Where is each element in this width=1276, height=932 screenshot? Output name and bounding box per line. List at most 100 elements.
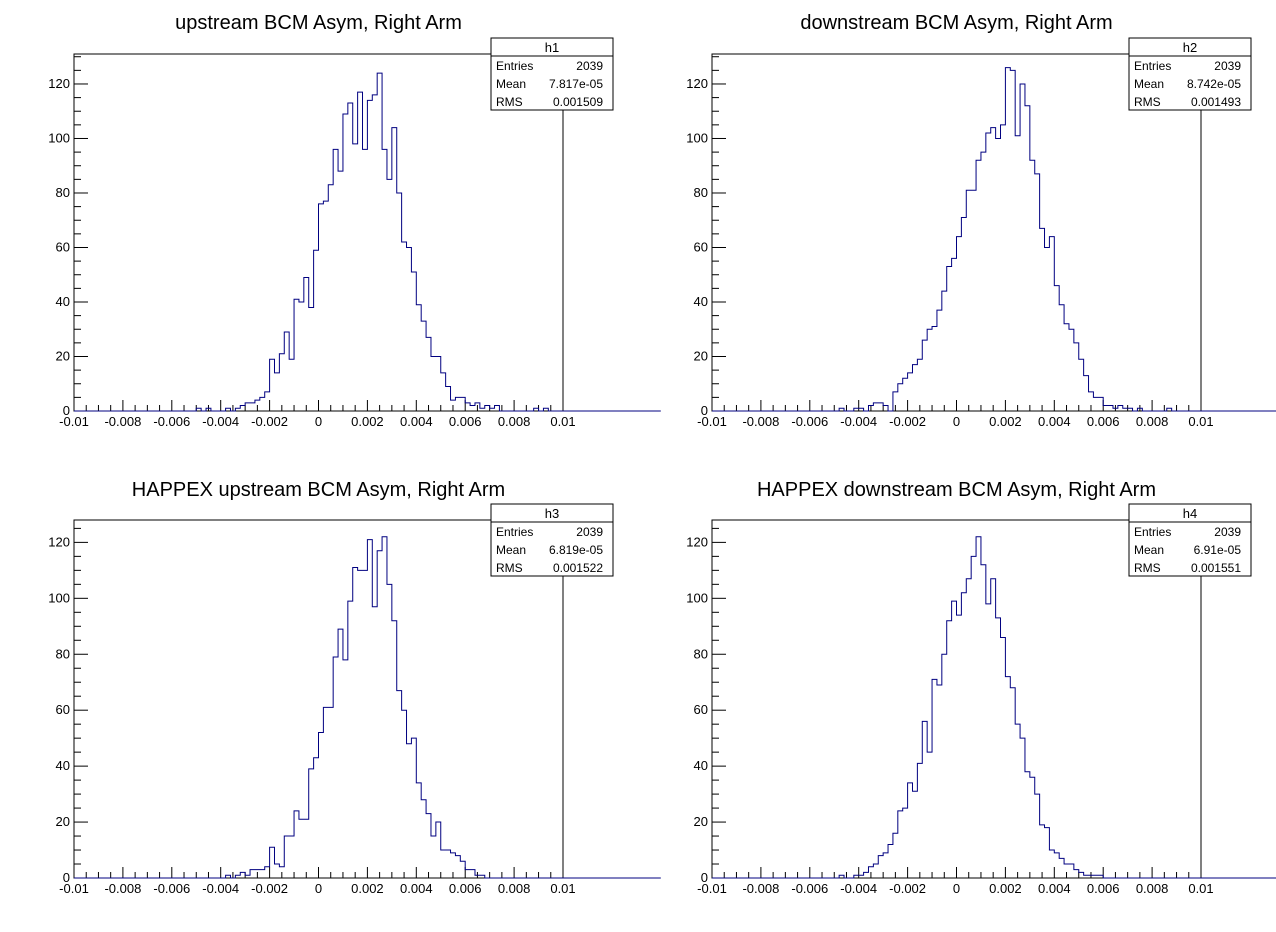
histogram-bin: [294, 811, 299, 878]
histogram-bin: [363, 149, 368, 411]
x-tick-label: 0.002: [989, 414, 1022, 429]
stats-hist-name: h3: [545, 506, 559, 521]
y-tick-label: 100: [686, 130, 708, 145]
stats-label: Mean: [1134, 77, 1164, 91]
y-tick-label: 40: [694, 758, 708, 773]
plot-frame: [73, 519, 564, 879]
histogram-bin: [1020, 84, 1025, 411]
histogram-bin: [1118, 406, 1123, 411]
histogram-bin: [1098, 397, 1103, 411]
stats-value: 2039: [1214, 525, 1241, 539]
histogram-bin: [382, 149, 387, 411]
histogram-panel-2: downstream BCM Asym, Right Arm -0.01 -0.00…: [686, 12, 1276, 429]
histogram-bin: [1010, 70, 1015, 411]
histogram-bin: [1015, 724, 1020, 878]
y-tick-label: 0: [701, 403, 708, 418]
stats-label: Entries: [496, 525, 533, 539]
histogram-bin: [878, 403, 883, 411]
histogram-bin: [1059, 305, 1064, 411]
histogram-bin: [991, 579, 996, 878]
x-tick-label: -0.002: [889, 881, 926, 896]
histogram-bin: [922, 721, 927, 878]
histogram-bin: [1069, 864, 1074, 878]
histogram-bin: [387, 584, 392, 878]
histogram-bin: [908, 783, 913, 878]
x-tick-label: 0.002: [351, 881, 384, 896]
histogram-bin: [382, 537, 387, 878]
x-tick-label: 0.006: [449, 414, 482, 429]
y-tick-label: 80: [694, 646, 708, 661]
x-tick-label: -0.006: [791, 414, 828, 429]
stats-box: h3 Entries 2039 Mean 6.819e-05 RMS 0.001522: [490, 503, 614, 577]
histogram-bin: [250, 403, 255, 411]
x-tick-label: 0.01: [550, 414, 575, 429]
y-tick-label: 60: [56, 702, 70, 717]
stats-label: RMS: [496, 561, 523, 575]
histogram-bin: [996, 618, 1001, 878]
histogram-panel-3: HAPPEX upstream BCM Asym, Right Arm -0.01…: [48, 479, 661, 896]
histogram-outline: [712, 67, 1276, 412]
histogram-bin: [328, 707, 333, 878]
stats-label: Mean: [496, 77, 526, 91]
histogram-bin: [1079, 872, 1084, 878]
plot-frame: [711, 53, 1202, 412]
histogram-bin: [299, 302, 304, 411]
x-tick-label: -0.008: [104, 414, 141, 429]
histogram-bin: [392, 621, 397, 878]
histogram-bin: [947, 267, 952, 411]
histogram-bin: [1079, 359, 1084, 411]
histogram-bin: [917, 359, 922, 411]
histogram-bin: [1010, 688, 1015, 878]
histogram-bin: [1045, 247, 1050, 411]
histogram-bin: [976, 537, 981, 878]
histogram-bin: [240, 872, 245, 878]
histogram-bin: [942, 291, 947, 411]
histogram-bin: [1049, 850, 1054, 878]
histogram-panel-1: upstream BCM Asym, Right Arm-0.01 -0.008-…: [48, 12, 661, 429]
stats-value: 0.001493: [1191, 95, 1241, 109]
stats-box: h2 Entries 2039 Mean 8.742e-05 RMS 0.001493: [1128, 37, 1252, 111]
histogram-bin: [898, 811, 903, 878]
histogram-bin: [922, 340, 927, 411]
histogram-bin: [1001, 125, 1006, 411]
stats-value: 7.817e-05: [549, 77, 603, 91]
histogram-bin: [289, 359, 294, 411]
histogram-bin: [460, 397, 465, 411]
stats-label: RMS: [1134, 95, 1161, 109]
histogram-bin: [299, 819, 304, 878]
x-tick-label: -0.01: [59, 881, 89, 896]
histogram-panel-4: HAPPEX downstream BCM Asym, Right Arm -0.…: [686, 479, 1276, 896]
histogram-bin: [353, 144, 358, 411]
stats-value: 2039: [576, 525, 603, 539]
chart-title: downstream BCM Asym, Right Arm: [800, 12, 1112, 34]
x-tick-label: -0.01: [59, 414, 89, 429]
x-tick-label: -0.004: [202, 881, 239, 896]
histogram-bin: [372, 95, 377, 411]
histogram-bin: [372, 607, 377, 878]
histogram-bin: [991, 128, 996, 411]
histogram-bin: [338, 629, 343, 878]
y-tick-label: 0: [63, 870, 70, 885]
y-tick-label: 120: [686, 76, 708, 91]
histogram-bin: [864, 872, 869, 878]
histogram-bin: [260, 870, 265, 878]
histogram-bin: [986, 604, 991, 878]
histogram-bin: [1064, 324, 1069, 411]
x-tick-label: -0.008: [742, 881, 779, 896]
x-tick-label: 0.01: [1188, 881, 1213, 896]
x-tick-label: 0.004: [400, 881, 433, 896]
histogram-bin: [465, 403, 470, 411]
histogram-bin: [996, 138, 1001, 411]
histogram-bin: [436, 822, 441, 878]
stats-value: 8.742e-05: [1187, 77, 1241, 91]
stats-label: Mean: [496, 543, 526, 557]
histogram-bin: [367, 100, 372, 411]
stats-value: 0.001509: [553, 95, 603, 109]
histogram-bin: [323, 707, 328, 878]
stats-label: RMS: [1134, 561, 1161, 575]
histogram-bin: [377, 73, 382, 411]
x-tick-label: 0.002: [351, 414, 384, 429]
chart-title: upstream BCM Asym, Right Arm: [175, 12, 462, 34]
stats-value: 0.001522: [553, 561, 603, 575]
